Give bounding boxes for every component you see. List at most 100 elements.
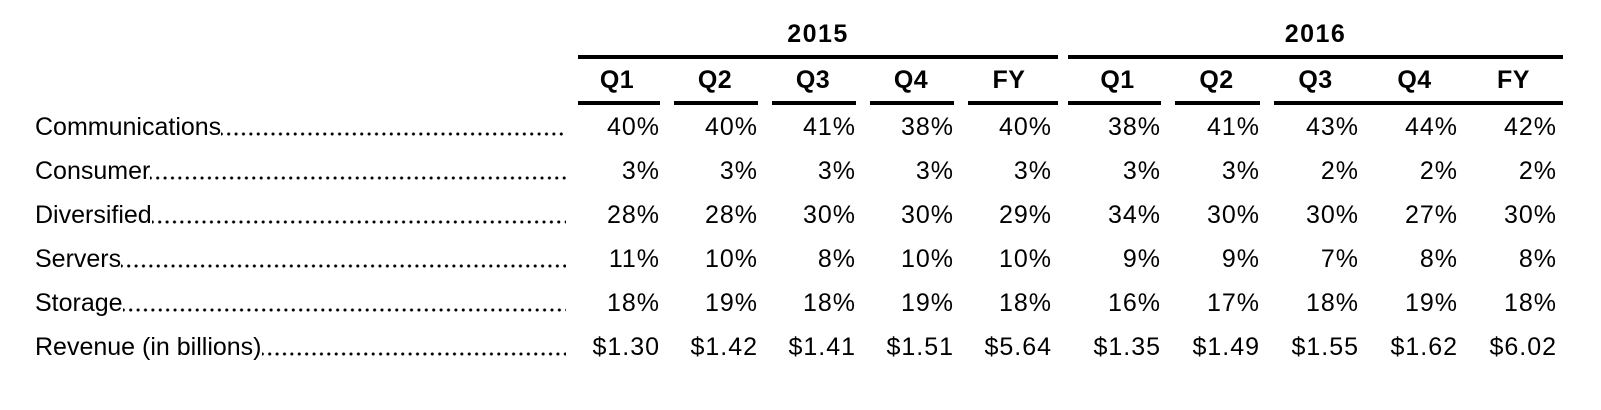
header-underline (1068, 101, 1161, 105)
header-underline (1365, 101, 1464, 105)
col-header-2015-q2: Q2 (666, 59, 764, 105)
value-cell: $1.35 (1093, 332, 1161, 361)
row-label: Diversified (35, 200, 152, 229)
year-header-2015: 2015 (578, 0, 1058, 59)
value-cell: 11% (608, 244, 660, 273)
year-header-row: 2015 2016 (35, 0, 1601, 59)
row-storage: Storage 18% 19% 18% 19% 18% 16% 17% 18% … (35, 281, 1601, 325)
value-cell: 44% (1404, 112, 1458, 141)
spacer-cell (35, 59, 568, 105)
row-servers: Servers 11% 10% 8% 10% 10% 9% 9% 7% 8% 8… (35, 237, 1601, 281)
header-underline (674, 101, 758, 105)
value-cell: 19% (900, 288, 954, 317)
value-cell: 3% (1221, 156, 1260, 185)
value-cell: 30% (900, 200, 954, 229)
value-cell: 28% (704, 200, 758, 229)
value-cell: 41% (802, 112, 856, 141)
dot-leader (221, 105, 566, 149)
value-cell: 3% (1122, 156, 1161, 185)
value-cell: 30% (1503, 200, 1557, 229)
col-header-label: Q4 (893, 66, 929, 94)
value-cell: 17% (1206, 288, 1260, 317)
col-header-label: FY (1497, 66, 1530, 94)
row-label: Servers (35, 244, 122, 273)
row-label-cell: Servers (35, 237, 568, 281)
group-gap (1058, 0, 1068, 59)
col-header-2015-fy: FY (960, 59, 1058, 105)
value-cell: 18% (998, 288, 1052, 317)
col-header-2016-q1: Q1 (1068, 59, 1167, 105)
col-header-label: Q3 (1298, 66, 1333, 94)
value-cell: 18% (802, 288, 856, 317)
value-cell: 38% (900, 112, 954, 141)
header-underline (772, 101, 856, 105)
col-header-label: Q1 (1100, 66, 1135, 94)
dot-leader (150, 149, 566, 193)
value-cell: 40% (606, 112, 660, 141)
col-header-2015-q1: Q1 (568, 59, 666, 105)
value-cell: 8% (1518, 244, 1557, 273)
value-cell: 8% (1419, 244, 1458, 273)
row-label: Revenue (in billions) (35, 332, 262, 361)
year-label-2016: 2016 (1284, 20, 1347, 48)
year-label-2015: 2015 (787, 20, 849, 48)
value-cell: 3% (915, 156, 954, 185)
header-underline (968, 101, 1058, 105)
value-cell: 40% (704, 112, 758, 141)
value-cell: 16% (1107, 288, 1161, 317)
value-cell: 18% (606, 288, 660, 317)
row-label-cell: Communications (35, 105, 568, 149)
col-header-label: Q3 (795, 66, 831, 94)
col-header-2016-q3: Q3 (1266, 59, 1365, 105)
value-cell: 42% (1503, 112, 1557, 141)
value-cell: 2% (1518, 156, 1557, 185)
row-consumer: Consumer 3% 3% 3% 3% 3% 3% 3% 2% 2% 2% (35, 149, 1601, 193)
value-cell: $1.42 (690, 332, 758, 361)
col-header-2015-q4: Q4 (862, 59, 960, 105)
value-cell: 18% (1305, 288, 1359, 317)
header-underline (870, 101, 954, 105)
value-cell: $1.51 (886, 332, 954, 361)
value-cell: 28% (606, 200, 660, 229)
row-label-cell: Diversified (35, 193, 568, 237)
value-cell: $1.55 (1291, 332, 1359, 361)
col-header-label: Q2 (697, 66, 733, 94)
group-gap (1058, 59, 1068, 105)
quarter-header-row: Q1 Q2 Q3 Q4 FY Q1 Q2 Q3 Q4 FY (35, 59, 1601, 105)
row-revenue: Revenue (in billions) $1.30 $1.42 $1.41 … (35, 325, 1601, 369)
col-header-label: Q2 (1199, 66, 1234, 94)
row-communications: Communications 40% 40% 41% 38% 40% 38% 4… (35, 105, 1601, 149)
value-cell: 19% (1404, 288, 1458, 317)
dot-leader (261, 325, 566, 369)
col-header-label: Q1 (599, 66, 635, 94)
dot-leader (121, 237, 566, 281)
value-cell: 34% (1107, 200, 1161, 229)
spacer-cell (35, 0, 568, 59)
col-header-2016-q2: Q2 (1167, 59, 1266, 105)
value-cell: $1.41 (788, 332, 856, 361)
value-cell: $1.62 (1390, 332, 1458, 361)
value-cell: 29% (998, 200, 1052, 229)
value-cell: 7% (1320, 244, 1359, 273)
dot-leader (151, 193, 566, 237)
col-header-label: Q4 (1397, 66, 1432, 94)
value-cell: 18% (1503, 288, 1557, 317)
value-cell: 19% (704, 288, 758, 317)
row-label: Storage (35, 288, 123, 317)
value-cell: 30% (1206, 200, 1260, 229)
value-cell: 30% (802, 200, 856, 229)
value-cell: 3% (1013, 156, 1052, 185)
row-label-cell: Storage (35, 281, 568, 325)
value-cell: 27% (1404, 200, 1458, 229)
header-underline (1175, 101, 1260, 105)
quarterly-segment-revenue-table: 2015 2016 Q1 Q2 Q3 Q4 FY Q1 Q2 Q3 Q4 FY … (35, 0, 1601, 369)
value-cell: 41% (1206, 112, 1260, 141)
col-header-label: FY (992, 66, 1026, 94)
value-cell: 9% (1122, 244, 1161, 273)
value-cell: 9% (1221, 244, 1260, 273)
row-label-cell: Revenue (in billions) (35, 325, 568, 369)
value-cell: 2% (1419, 156, 1458, 185)
row-label: Communications (35, 112, 222, 141)
value-cell: 40% (998, 112, 1052, 141)
